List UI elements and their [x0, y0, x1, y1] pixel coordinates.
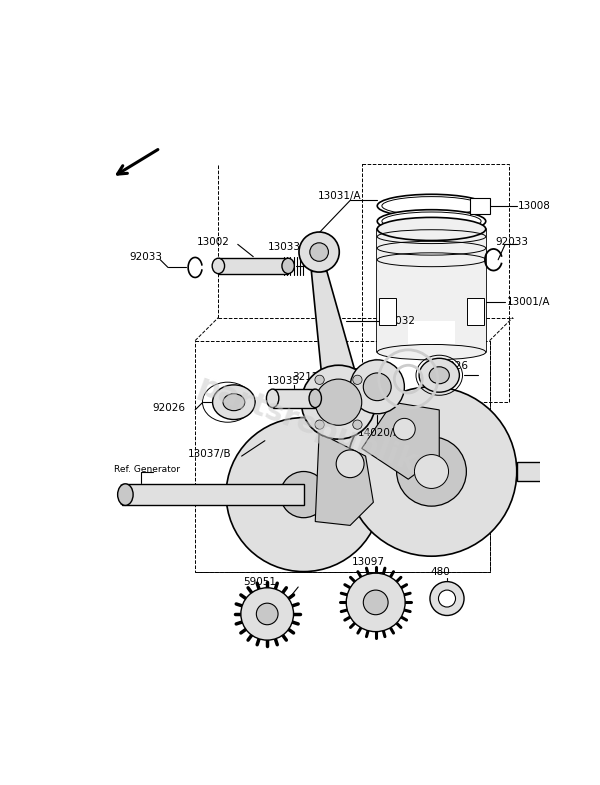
Circle shape: [415, 455, 449, 488]
Text: 13035: 13035: [266, 376, 299, 385]
Text: 13002: 13002: [197, 237, 229, 247]
Ellipse shape: [223, 394, 245, 411]
Bar: [272, 389, 315, 407]
Ellipse shape: [309, 389, 322, 407]
Ellipse shape: [382, 196, 481, 215]
Circle shape: [364, 590, 388, 615]
Circle shape: [346, 387, 517, 557]
Polygon shape: [315, 433, 373, 525]
Circle shape: [364, 373, 391, 400]
Circle shape: [301, 365, 376, 439]
Bar: [470, 198, 490, 214]
Text: 92026: 92026: [436, 361, 469, 371]
Text: 480: 480: [431, 568, 451, 578]
Text: 59051: 59051: [243, 577, 276, 586]
Bar: [304, 484, 431, 506]
Ellipse shape: [377, 195, 486, 217]
Text: partsrepublik: partsrepublik: [193, 372, 422, 479]
Ellipse shape: [118, 484, 133, 506]
Ellipse shape: [377, 345, 486, 360]
Text: 32122/A: 32122/A: [292, 372, 336, 382]
Text: 92026: 92026: [152, 403, 185, 413]
Circle shape: [394, 418, 415, 440]
Circle shape: [315, 379, 362, 425]
Circle shape: [310, 243, 328, 261]
Circle shape: [353, 420, 362, 429]
Ellipse shape: [212, 385, 255, 419]
Text: 13033: 13033: [268, 242, 301, 252]
Bar: [218, 258, 288, 274]
Text: 13008: 13008: [518, 201, 551, 211]
Ellipse shape: [266, 389, 279, 407]
Circle shape: [280, 472, 327, 517]
Text: 13097: 13097: [352, 557, 385, 568]
Bar: [362, 163, 509, 402]
Bar: [467, 298, 484, 325]
Text: 92033: 92033: [495, 237, 528, 247]
Text: 92033: 92033: [129, 253, 162, 262]
Ellipse shape: [419, 358, 460, 392]
Bar: [121, 484, 304, 506]
Circle shape: [346, 573, 405, 632]
Text: 14020/A: 14020/A: [358, 428, 401, 438]
Bar: [379, 298, 396, 325]
Ellipse shape: [212, 258, 224, 274]
Circle shape: [353, 375, 362, 385]
Polygon shape: [362, 402, 439, 479]
Ellipse shape: [282, 258, 295, 274]
Text: 13037A: 13037A: [348, 368, 388, 378]
Circle shape: [256, 603, 278, 625]
Circle shape: [299, 232, 339, 272]
Circle shape: [336, 450, 364, 477]
Bar: [377, 229, 486, 352]
Bar: [195, 341, 490, 571]
Ellipse shape: [377, 217, 486, 240]
Text: 13037/B: 13037/B: [187, 449, 231, 458]
Circle shape: [315, 375, 324, 385]
Polygon shape: [311, 272, 356, 373]
Bar: [517, 462, 579, 480]
Text: 13032: 13032: [383, 316, 416, 327]
Ellipse shape: [382, 212, 481, 231]
Ellipse shape: [429, 367, 449, 384]
Text: 13001/A: 13001/A: [506, 297, 550, 307]
Ellipse shape: [377, 210, 486, 233]
Circle shape: [430, 582, 464, 615]
Text: 13031/A: 13031/A: [318, 191, 362, 201]
Circle shape: [350, 360, 404, 414]
Circle shape: [315, 420, 324, 429]
Circle shape: [397, 436, 466, 506]
Circle shape: [439, 590, 455, 607]
Circle shape: [226, 418, 381, 571]
Circle shape: [241, 588, 293, 640]
Text: Ref. Generator: Ref. Generator: [114, 465, 180, 473]
Bar: [408, 321, 455, 345]
